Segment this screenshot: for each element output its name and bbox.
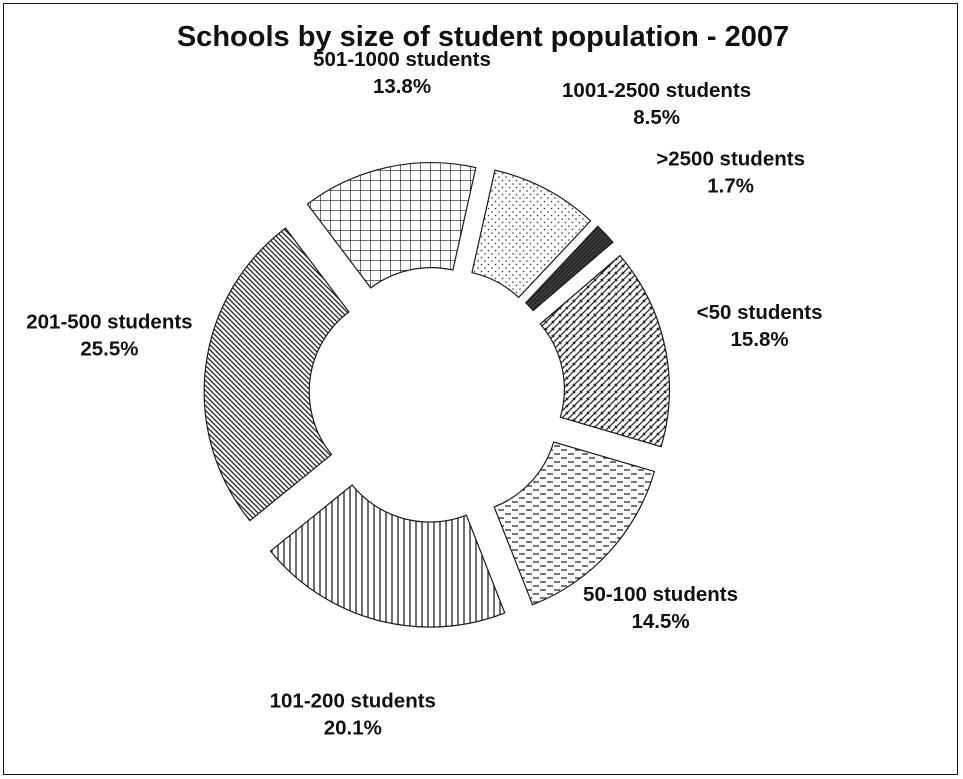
slice-percent-1001-2500-students: 8.5% bbox=[633, 106, 680, 129]
slice-label-2500-students: >2500 students bbox=[656, 148, 805, 171]
slice-percent-2500-students: 1.7% bbox=[707, 175, 754, 198]
slice-percent-50-students: 15.8% bbox=[731, 328, 789, 351]
donut-slice-501-1000-students bbox=[306, 162, 477, 289]
slice-label-201-500-students: 201-500 students bbox=[26, 311, 192, 334]
slice-percent-201-500-students: 25.5% bbox=[80, 338, 138, 361]
donut-slice-101-200-students bbox=[269, 484, 506, 628]
donut-slice-50-students bbox=[539, 254, 670, 448]
slice-percent-501-1000-students: 13.8% bbox=[373, 75, 431, 98]
labels-layer: 201-500 students 25.5% 501-1000 students 13… bbox=[26, 48, 822, 740]
chart-frame bbox=[3, 3, 958, 775]
slice-label-1001-2500-students: 1001-2500 students bbox=[562, 79, 751, 102]
slice-label-50-100-students: 50-100 students bbox=[583, 583, 738, 606]
donut-slice-201-500-students bbox=[203, 227, 350, 522]
chart-title: Schools by size of student population - … bbox=[177, 21, 789, 53]
donut-slice-1001-2500-students bbox=[471, 169, 592, 299]
slice-label-101-200-students: 101-200 students bbox=[270, 690, 436, 713]
slice-percent-50-100-students: 14.5% bbox=[631, 610, 689, 633]
donut-slice-2500-students bbox=[524, 225, 614, 312]
slice-label-50-students: <50 students bbox=[697, 301, 823, 324]
slices-layer bbox=[203, 162, 670, 628]
slice-label-501-1000-students: 501-1000 students bbox=[313, 48, 491, 71]
donut-slice-50-100-students bbox=[493, 441, 656, 606]
slice-percent-101-200-students: 20.1% bbox=[324, 717, 382, 740]
